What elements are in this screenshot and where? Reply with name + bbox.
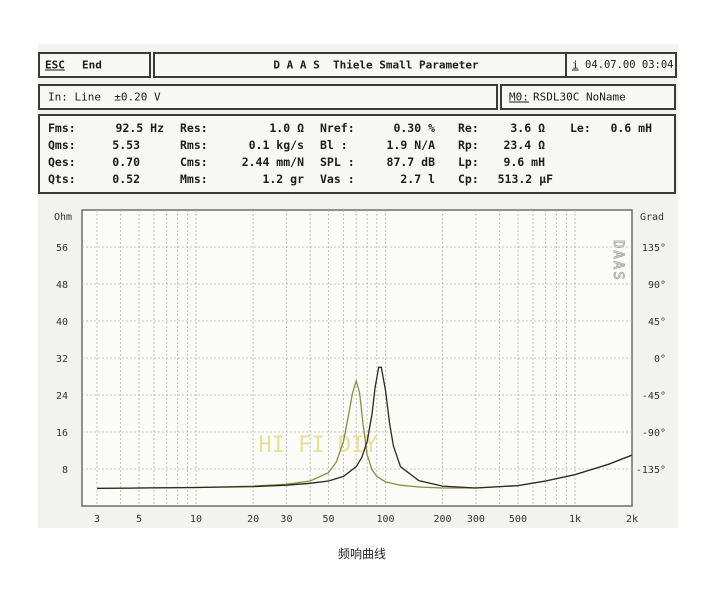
param-value: 3.6 Ω [510, 121, 545, 135]
y2-tick-label: -90° [642, 428, 666, 439]
watermark-logo: DAAS [610, 240, 626, 282]
param-label: Rp: [458, 138, 479, 152]
model-name: RSDL30C NoName [533, 90, 626, 104]
x-tick-label: 500 [509, 514, 527, 525]
param-label: Vas : [320, 172, 355, 186]
param-label: Qes: [48, 155, 76, 169]
x-tick-label: 200 [434, 514, 452, 525]
param-label: SPL : [320, 155, 355, 169]
impedance-chart: Ohm Grad 8 16 24 32 40 48 56 135° 90° 45° 0° -45° -90°… [54, 209, 666, 525]
param-value: 2.7 l [400, 172, 435, 186]
y-tick-label: 16 [56, 428, 68, 439]
param-value: 9.6 mH [503, 155, 545, 169]
params-box: Fms: 92.5 Hz Res: 1.0 Ω Nref: 0.30 % Re:… [38, 114, 676, 194]
param-label: Res: [180, 121, 208, 135]
end-button[interactable]: End [82, 58, 102, 72]
model-key[interactable]: M0: [509, 90, 529, 104]
y-tick-label: 48 [56, 280, 68, 291]
x-tick-label: 50 [322, 514, 334, 525]
param-label: Qms: [48, 138, 76, 152]
param-value: 1.2 gr [262, 172, 304, 186]
title-box: D A A S Thiele Small Parameter [153, 52, 599, 78]
param-value: 23.4 Ω [503, 138, 545, 152]
param-label: Le: [570, 121, 591, 135]
param-label: Cp: [458, 172, 479, 186]
x-tick-label: 300 [467, 514, 485, 525]
param-label: Mms: [180, 172, 208, 186]
y2-tick-label: -45° [642, 391, 666, 402]
param-value: 0.52 [112, 172, 140, 186]
esc-button[interactable]: ESC [45, 58, 65, 72]
param-value: 513.2 μF [497, 172, 553, 186]
y2-tick-label: 45° [648, 317, 666, 328]
y2-tick-label: 135° [642, 243, 666, 254]
model-box[interactable]: M0: RSDL30C NoName [500, 84, 676, 110]
x-tick-label: 100 [376, 514, 394, 525]
param-value: 0.70 [112, 155, 140, 169]
x-tick-label: 5 [136, 514, 142, 525]
param-label: Re: [458, 121, 479, 135]
input-level-label: In: Line ±0.20 V [48, 90, 161, 104]
x-tick-label: 20 [247, 514, 259, 525]
overlay-watermark: HI FI DIY [258, 433, 377, 458]
x-tick-label: 1k [569, 514, 581, 525]
info-icon[interactable]: i [572, 58, 579, 72]
x-tick-label: 10 [190, 514, 202, 525]
page-title: D A A S Thiele Small Parameter [273, 58, 479, 72]
input-box: In: Line ±0.20 V [38, 84, 498, 110]
datetime-label: 04.07.00 03:04 [585, 59, 674, 71]
param-value: 2.44 mm/N [241, 155, 304, 169]
param-value: 92.5 Hz [115, 121, 164, 135]
param-label: Bl : [320, 138, 348, 152]
x-tick-label: 2k [626, 514, 638, 525]
datetime-box: i 04.07.00 03:04 [565, 52, 677, 78]
param-value: 5.53 [112, 138, 140, 152]
param-label: Fms: [48, 121, 76, 135]
y2-tick-label: 0° [654, 354, 666, 365]
param-label: Rms: [180, 138, 208, 152]
daas-panel: ESC End D A A S Thiele Small Parameter i… [38, 44, 678, 528]
left-axis-unit: Ohm [54, 212, 72, 223]
figure-caption: 频响曲线 [337, 547, 386, 561]
param-value: 0.30 % [393, 121, 435, 135]
plot-area [81, 209, 633, 507]
y2-tick-label: -135° [636, 465, 666, 476]
series-line [96, 366, 633, 490]
param-label: Qts: [48, 172, 76, 186]
param-label: Cms: [180, 155, 208, 169]
y-tick-label: 32 [56, 354, 68, 365]
param-value: 0.1 kg/s [248, 138, 304, 152]
y-tick-label: 56 [56, 243, 68, 254]
y-tick-label: 8 [62, 465, 68, 476]
param-value: 0.6 mH [610, 121, 652, 135]
param-label: Lp: [458, 155, 479, 169]
right-axis-unit: Grad [640, 212, 664, 223]
y2-tick-label: 90° [648, 280, 666, 291]
esc-end-box[interactable]: ESC End [38, 52, 151, 78]
param-value: 1.0 Ω [269, 121, 304, 135]
x-tick-label: 30 [280, 514, 292, 525]
y-tick-label: 24 [56, 391, 68, 402]
x-tick-label: 3 [94, 514, 100, 525]
param-value: 87.7 dB [386, 155, 435, 169]
param-label: Nref: [320, 121, 355, 135]
param-value: 1.9 N/A [386, 138, 435, 152]
y-tick-label: 40 [56, 317, 68, 328]
